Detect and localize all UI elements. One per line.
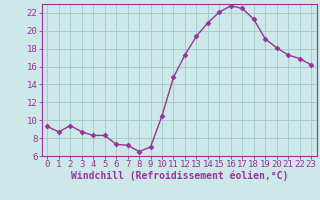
X-axis label: Windchill (Refroidissement éolien,°C): Windchill (Refroidissement éolien,°C) — [70, 171, 288, 181]
